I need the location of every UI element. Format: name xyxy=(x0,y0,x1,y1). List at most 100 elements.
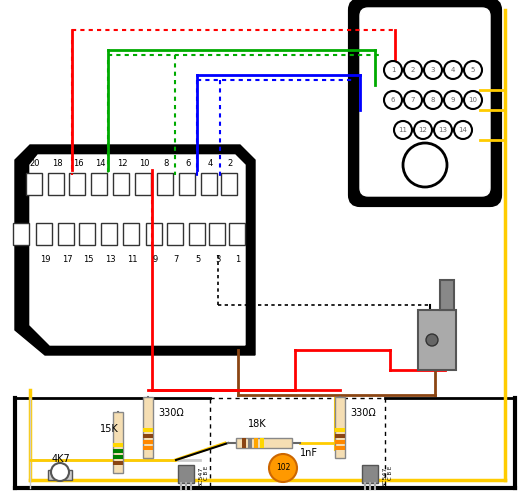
Bar xyxy=(113,461,123,465)
Circle shape xyxy=(424,91,442,109)
Bar xyxy=(79,223,95,245)
Text: 4K7: 4K7 xyxy=(52,454,71,464)
Text: 330Ω: 330Ω xyxy=(350,408,376,418)
Bar xyxy=(335,440,345,444)
Bar xyxy=(201,173,217,195)
Text: 2: 2 xyxy=(411,67,415,73)
Text: 13: 13 xyxy=(438,127,448,133)
Bar xyxy=(221,173,237,195)
Text: C B E: C B E xyxy=(204,466,209,480)
Circle shape xyxy=(444,91,462,109)
Bar xyxy=(91,173,107,195)
Circle shape xyxy=(404,61,422,79)
Text: 8: 8 xyxy=(431,97,435,103)
Text: 9: 9 xyxy=(451,97,455,103)
Text: 12: 12 xyxy=(419,127,427,133)
Bar xyxy=(209,223,225,245)
Text: BC547: BC547 xyxy=(382,467,387,487)
Bar xyxy=(143,434,153,438)
Circle shape xyxy=(384,91,402,109)
Bar xyxy=(113,173,129,195)
Text: 10: 10 xyxy=(469,97,477,103)
Circle shape xyxy=(434,121,452,139)
Text: 18K: 18K xyxy=(248,419,267,429)
Text: 17: 17 xyxy=(62,256,72,264)
Text: 16: 16 xyxy=(73,158,83,168)
Text: 18: 18 xyxy=(51,158,62,168)
Polygon shape xyxy=(15,145,255,355)
Text: 13: 13 xyxy=(105,256,115,264)
Circle shape xyxy=(464,91,482,109)
Bar xyxy=(179,173,195,195)
Text: 9: 9 xyxy=(152,256,158,264)
Text: 14: 14 xyxy=(459,127,467,133)
Bar xyxy=(26,173,42,195)
Text: 102: 102 xyxy=(276,464,290,472)
Bar xyxy=(135,173,151,195)
Text: 10: 10 xyxy=(139,158,149,168)
Text: 12: 12 xyxy=(117,158,127,168)
Bar xyxy=(36,223,52,245)
Bar xyxy=(242,438,246,448)
Bar xyxy=(229,223,245,245)
FancyBboxPatch shape xyxy=(360,8,490,196)
Circle shape xyxy=(269,454,297,482)
Bar xyxy=(157,173,173,195)
Bar xyxy=(335,446,345,450)
Text: 7: 7 xyxy=(411,97,415,103)
Text: 8: 8 xyxy=(163,158,168,168)
FancyBboxPatch shape xyxy=(350,0,500,205)
Text: 330Ω: 330Ω xyxy=(158,408,184,418)
Text: C B E: C B E xyxy=(388,466,393,480)
Bar xyxy=(13,223,29,245)
Text: BC547: BC547 xyxy=(198,467,203,487)
Text: 2: 2 xyxy=(227,158,232,168)
Bar xyxy=(260,438,264,448)
Bar xyxy=(113,449,123,453)
Bar xyxy=(146,223,162,245)
Text: 11: 11 xyxy=(127,256,137,264)
Bar xyxy=(440,280,454,310)
Text: 11: 11 xyxy=(398,127,408,133)
Bar xyxy=(335,428,345,432)
Circle shape xyxy=(403,143,447,187)
Circle shape xyxy=(394,121,412,139)
Text: 5: 5 xyxy=(471,67,475,73)
Circle shape xyxy=(51,463,69,481)
Text: 5: 5 xyxy=(196,256,201,264)
Bar xyxy=(113,455,123,459)
Bar xyxy=(189,223,205,245)
Text: 6: 6 xyxy=(185,158,191,168)
Bar xyxy=(248,438,252,448)
Bar xyxy=(69,173,85,195)
Text: 1: 1 xyxy=(391,67,395,73)
Bar xyxy=(143,428,153,432)
Text: 4: 4 xyxy=(207,158,213,168)
Circle shape xyxy=(424,61,442,79)
Circle shape xyxy=(426,334,438,346)
Circle shape xyxy=(414,121,432,139)
Bar xyxy=(167,223,183,245)
Bar xyxy=(418,310,456,370)
Bar xyxy=(113,443,123,447)
Text: 6: 6 xyxy=(391,97,395,103)
Bar xyxy=(101,223,117,245)
Text: 1: 1 xyxy=(236,256,241,264)
Bar xyxy=(178,465,194,483)
Text: 3: 3 xyxy=(431,67,435,73)
Circle shape xyxy=(384,61,402,79)
Text: 15: 15 xyxy=(83,256,93,264)
Circle shape xyxy=(444,61,462,79)
Bar xyxy=(123,223,139,245)
Polygon shape xyxy=(30,155,245,345)
Bar xyxy=(254,438,258,448)
Bar xyxy=(335,397,345,458)
Circle shape xyxy=(464,61,482,79)
Text: 20: 20 xyxy=(30,158,40,168)
Bar xyxy=(58,223,74,245)
Bar xyxy=(143,440,153,444)
Text: 21: 21 xyxy=(17,256,27,264)
Circle shape xyxy=(454,121,472,139)
Bar xyxy=(48,470,72,480)
Bar xyxy=(143,446,153,450)
